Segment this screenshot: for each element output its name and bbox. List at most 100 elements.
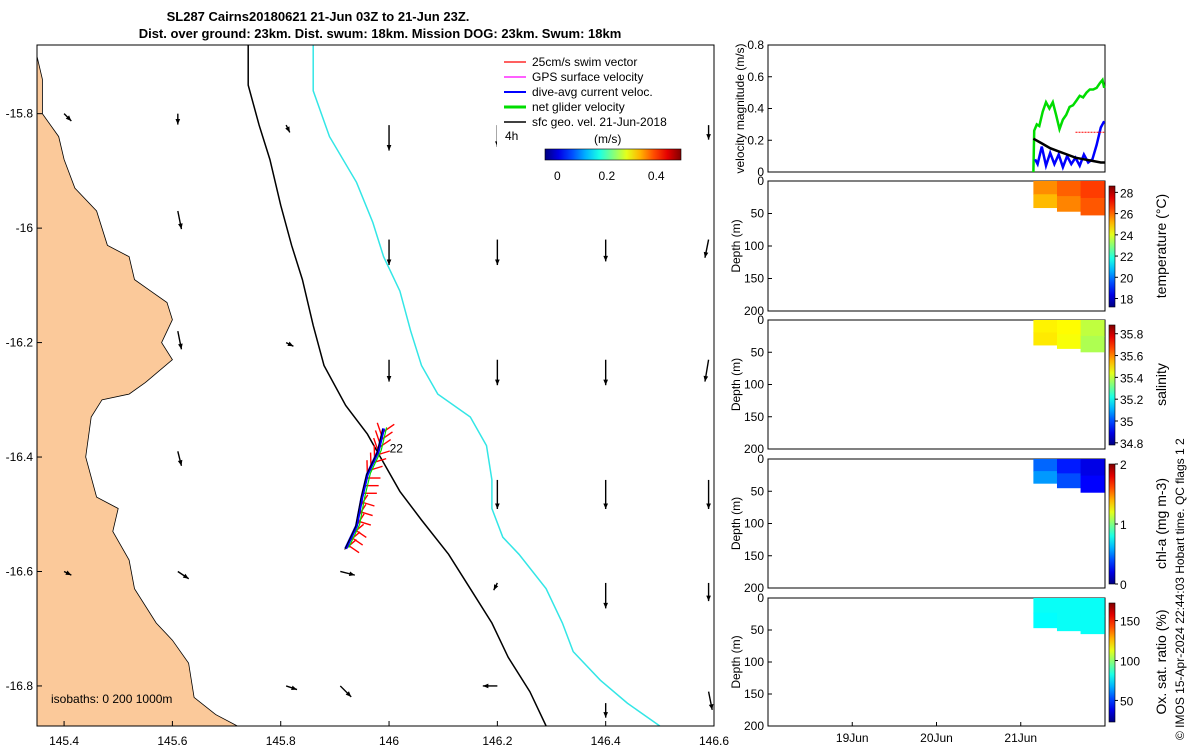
x-tick-label: 146.6 — [699, 734, 729, 748]
geo-velocity-arrow — [706, 125, 711, 140]
profile-colorbar — [1108, 463, 1116, 585]
legend-colorbar-tick: 0.4 — [648, 169, 665, 183]
x-tick-label: 146.2 — [482, 734, 512, 748]
depth-tick-label: 100 — [744, 239, 764, 253]
colorbar-label: temperature (°C) — [1153, 194, 1169, 298]
depth-tick-label: 100 — [744, 517, 764, 531]
velocity-y-tick-label: 0.6 — [747, 70, 764, 84]
colorbar-tick-label: 26 — [1120, 208, 1134, 222]
profile-colorbar — [1108, 324, 1116, 446]
profile-panel: 0 50 100 150 200 Depth (m) 0 1 2 chl-a (mg m-3) — [729, 452, 1169, 595]
depth-tick-label: 0 — [757, 313, 764, 327]
geo-velocity-arrow — [177, 451, 183, 467]
geo-velocity-arrow — [707, 691, 714, 710]
colorbar-tick-label: 150 — [1120, 615, 1140, 629]
colorbar-tick-label: 50 — [1120, 694, 1134, 708]
legend-colorbar-label: (m/s) — [594, 132, 621, 146]
geo-velocity-arrow — [495, 239, 500, 266]
map-legend: 25cm/s swim vector GPS surface velocity … — [497, 52, 683, 183]
colorbar-tick-label: 1 — [1120, 518, 1127, 532]
legend-colorbar-tick: 0.2 — [598, 169, 615, 183]
geo-velocity-arrow — [703, 239, 710, 258]
profile-cell — [1056, 459, 1082, 474]
colorbar-label: Ox. sat. ratio (%) — [1153, 609, 1169, 714]
geo-velocity-arrow — [706, 479, 711, 510]
profile-cell — [1056, 320, 1082, 335]
date-tick-label: 20Jun — [920, 731, 953, 745]
profile-cell — [1056, 614, 1082, 632]
depth-tick-label: 50 — [751, 207, 765, 221]
geo-velocity-arrow — [603, 359, 609, 386]
geo-velocity-arrow — [603, 239, 609, 262]
geo-velocity-arrow — [495, 479, 500, 510]
geo-velocity-arrow — [177, 570, 190, 580]
depth-tick-label: 50 — [751, 345, 765, 359]
profile-cell — [1056, 598, 1082, 615]
title-line-2: Dist. over ground: 23km. Dist. swum: 18k… — [139, 26, 622, 41]
depth-tick-label: 150 — [744, 549, 764, 563]
swim-vector — [380, 431, 393, 441]
depth-tick-label: 50 — [751, 623, 765, 637]
profile-cell — [1080, 598, 1105, 617]
land-area — [37, 45, 238, 726]
isobath-line — [247, 45, 547, 726]
x-tick-label: 145.8 — [266, 734, 296, 748]
geo-velocity-arrow — [177, 330, 183, 350]
profile-colorbar — [1108, 185, 1116, 308]
colorbar-tick-label: 35.6 — [1120, 350, 1144, 364]
colorbar-tick-label: 28 — [1120, 186, 1134, 200]
depth-ylabel: Depth (m) — [729, 635, 743, 688]
geo-velocity-arrow — [386, 359, 392, 382]
geo-velocity-arrow — [482, 683, 498, 689]
colorbar-tick-label: 20 — [1120, 271, 1134, 285]
profile-cell — [1056, 196, 1082, 212]
geo-velocity-arrow — [285, 685, 298, 691]
geo-velocity-arrow — [177, 210, 183, 230]
colorbar-tick-label: 35.2 — [1120, 393, 1144, 407]
date-tick-label: 21Jun — [1004, 731, 1037, 745]
colorbar-tick-label: 2 — [1120, 458, 1127, 472]
x-tick-label: 146 — [379, 734, 399, 748]
depth-ylabel: Depth (m) — [729, 358, 743, 411]
geo-velocity-arrow — [386, 239, 392, 266]
glider-path — [344, 429, 384, 550]
geo-velocity-arrow — [603, 703, 609, 718]
velocity-y-tick-label: 0.4 — [747, 102, 764, 116]
profile-cell — [1033, 320, 1058, 333]
x-tick-label: 146.4 — [591, 734, 621, 748]
geo-velocity-arrow — [63, 113, 72, 122]
profile-cell — [1080, 197, 1105, 216]
legend-colorbar — [544, 148, 682, 161]
legend-net-label: net glider velocity — [532, 100, 625, 114]
y-tick-label: -16.2 — [6, 336, 34, 350]
colorbar-tick-label: 22 — [1120, 250, 1134, 264]
y-tick-label: -16.4 — [6, 450, 34, 464]
geo-velocity-arrow — [495, 359, 500, 386]
profile-panel: 0 50 100 150 200 Depth (m) 18 20 22 24 26 28 tempera… — [729, 174, 1169, 318]
geo-velocity-arrow — [175, 113, 181, 125]
swim-vector — [382, 423, 395, 433]
velocity-y-tick-label: 0.8 — [747, 38, 764, 52]
x-tick-label: 145.4 — [49, 734, 79, 748]
velocity-series-line — [1032, 137, 1105, 164]
profile-cell — [1080, 335, 1105, 353]
depth-tick-label: 200 — [744, 304, 764, 318]
y-tick-label: -15.8 — [6, 107, 34, 121]
geo-velocity-arrow — [285, 341, 294, 347]
profile-colorbar — [1108, 602, 1116, 723]
colorbar-label: chl-a (mg m-3) — [1153, 478, 1169, 569]
geo-velocity-arrow — [706, 582, 711, 602]
depth-tick-label: 100 — [744, 378, 764, 392]
legend-geo-label: sfc geo. vel. 21-Jun-2018 — [532, 115, 667, 129]
profile-cell — [1056, 473, 1082, 489]
geo-velocity-arrow — [285, 124, 291, 133]
isobath-1000-line — [312, 45, 661, 726]
net-glider-track — [348, 427, 388, 548]
isobaths-label: isobaths: 0 200 1000m — [51, 692, 172, 706]
colorbar-tick-label: 18 — [1120, 293, 1134, 307]
swim-vector — [378, 439, 392, 449]
profile-cell — [1056, 181, 1082, 197]
geo-velocity-arrow — [703, 359, 710, 382]
